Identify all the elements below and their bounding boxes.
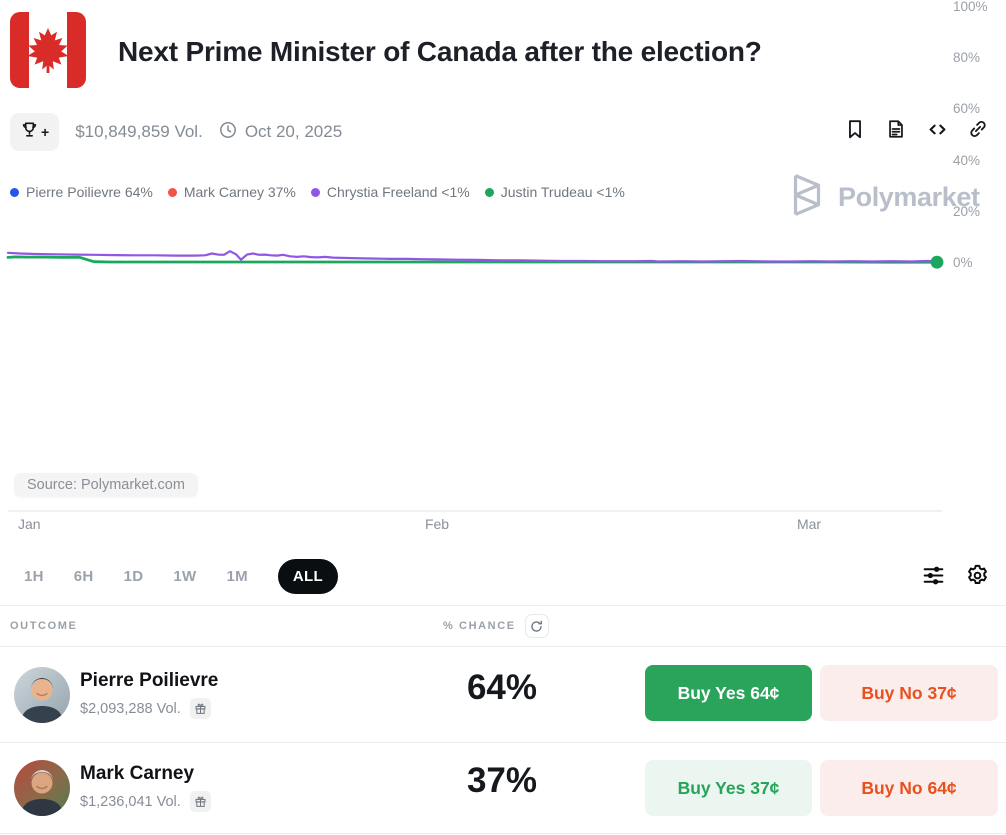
legend-dot-icon [10,187,19,197]
leaderboard-button[interactable]: + [10,113,60,151]
y-axis-tick: 60% [953,101,981,117]
price-history-chart[interactable]: 0% 20% 40% 60% 80% 100% Jan Feb Mar Source: Pol… [0,0,1006,540]
divider [0,605,1006,606]
timeframe-1h[interactable]: 1H [24,568,44,585]
legend-item: Mark Carney 37% [167,184,296,200]
legend-dot-icon [167,187,177,197]
gift-rewards-icon[interactable] [189,791,211,812]
outcome-chance: 64% [466,668,538,707]
trophy-plus-label: + [41,124,50,140]
series-end-dot-justin-trudeau [930,255,944,269]
chart-legend: Pierre Poilievre 64% Mark Carney 37% Chrys… [10,184,625,200]
settings-gear-icon[interactable] [964,562,990,588]
y-axis-tick: 40% [953,152,981,168]
outcome-name: Pierre Poilievre [80,670,219,691]
end-date: Oct 20, 2025 [244,122,343,141]
timeframe-1m[interactable]: 1M [226,568,248,585]
legend-dot-icon [484,187,494,197]
canada-flag-icon [10,12,86,88]
avatar-mark-carney [14,760,70,816]
embed-code-icon[interactable] [925,117,949,141]
gift-rewards-icon[interactable] [189,698,211,719]
divider [0,742,1006,743]
outcome-name: Mark Carney [80,763,195,784]
chart-options-sliders-icon[interactable] [920,562,946,588]
timeframe-1w[interactable]: 1W [173,568,197,585]
outcome-row-mark-carney[interactable]: Mark Carney $1,236,041 Vol. 37% Buy Yes … [0,742,1006,833]
divider [0,646,1006,647]
buy-yes-button[interactable]: Buy Yes 37¢ [645,760,812,816]
outcome-row-pierre-poilievre[interactable]: Pierre Poilievre $2,093,288 Vol. 64% Buy… [0,646,1006,742]
outcome-column-header: OUTCOME [10,620,78,632]
trophy-icon [20,120,39,144]
timeframe-6h[interactable]: 6H [73,568,94,585]
y-axis-tick: 0% [953,255,973,270]
x-axis-tick: Mar [796,516,822,532]
legend-dot-icon [310,187,320,197]
date-wrap: Oct 20, 2025 [219,121,342,144]
legend-label: Chrystia Freeland <1% [326,184,470,200]
polymarket-logo-text: Polymarket [838,182,980,212]
bookmark-icon[interactable] [843,117,867,141]
series-line-chrystia-freeland [6,250,939,263]
rules-document-icon[interactable] [884,117,908,141]
divider [0,833,1006,834]
legend-item: Pierre Poilievre 64% [10,184,153,200]
y-axis-tick: 20% [953,203,981,219]
timeframe-1d[interactable]: 1D [123,568,144,585]
outcome-table-header: OUTCOME % CHANCE [10,614,996,638]
avatar-pierre-poilievre [14,667,70,723]
outcome-volume: $2,093,288 Vol. [80,700,181,717]
timeframe-all[interactable]: ALL [277,559,338,594]
clock-icon [219,121,237,144]
volume-text: $10,849,859 Vol. [75,122,203,141]
buy-no-button[interactable]: Buy No 37¢ [820,665,998,721]
y-axis-tick: 80% [953,50,981,66]
market-meta-row: + $10,849,859 Vol. Oct 20, 2025 [10,113,342,151]
refresh-icon[interactable] [524,614,549,638]
polymarket-logo-icon [786,172,828,223]
outcome-chance: 37% [466,761,538,800]
source-watermark: Source: Polymarket.com [14,473,198,497]
legend-item: Chrystia Freeland <1% [310,184,470,200]
polymarket-watermark: Polymarket [786,172,980,223]
x-axis-tick: Jan [18,516,41,532]
header-actions [843,117,990,141]
page-title: Next Prime Minister of Canada after the … [118,36,762,67]
legend-label: Justin Trudeau <1% [500,184,625,200]
outcome-volume-row: $1,236,041 Vol. [80,791,211,812]
y-axis-tick: 100% [953,0,988,14]
chance-column-header: % CHANCE [443,620,516,632]
x-axis-tick: Feb [424,516,450,532]
share-link-icon[interactable] [966,117,990,141]
buy-no-button[interactable]: Buy No 64¢ [820,760,998,816]
legend-label: Pierre Poilievre 64% [26,184,153,200]
legend-item: Justin Trudeau <1% [484,184,625,200]
outcome-volume-row: $2,093,288 Vol. [80,698,211,719]
chart-tools [920,562,990,588]
buy-yes-button[interactable]: Buy Yes 64¢ [645,665,812,721]
outcome-volume: $1,236,041 Vol. [80,793,181,810]
legend-label: Mark Carney 37% [183,184,296,200]
timeframe-bar: 1H 6H 1D 1W 1M ALL [24,559,338,594]
